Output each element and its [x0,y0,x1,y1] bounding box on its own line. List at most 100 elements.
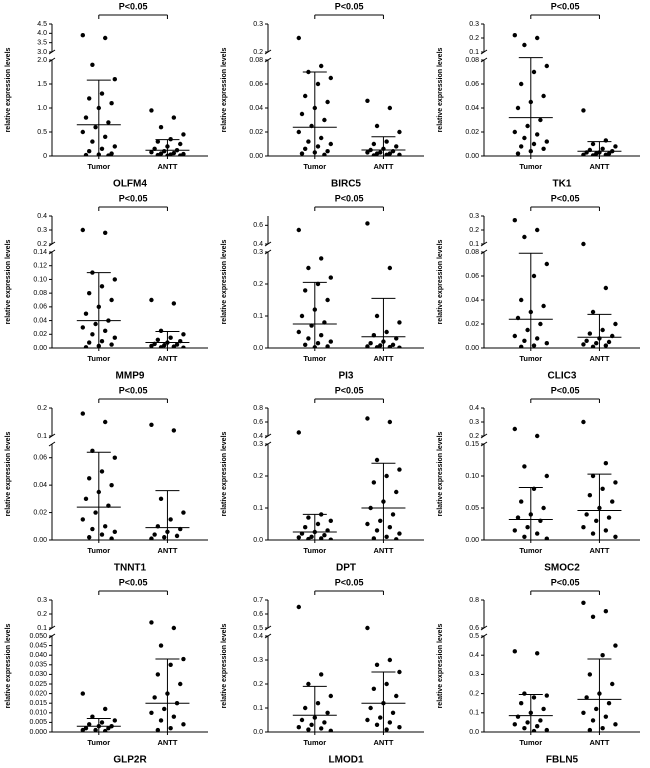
point [303,342,308,347]
point [590,473,596,479]
x-tick-label: Tumor [303,738,326,747]
point [581,710,586,715]
point [531,69,537,75]
y-tick-label: 0.4 [469,652,479,659]
point [106,725,111,731]
point [378,518,383,523]
annotation: P<0.05 [335,385,364,395]
point [397,129,402,135]
point [544,727,549,732]
x-tick-label: ANTT [589,738,609,747]
y-tick-label: 0.5 [37,129,47,136]
y-axis-title: relative expression levels [5,431,12,516]
point [319,536,324,540]
y-tick-label: 0.00 [465,537,479,544]
y-tick-label: 0.045 [29,642,47,649]
x-tick-label: Tumor [519,162,542,171]
point [584,338,589,343]
point [525,720,530,725]
point [512,426,517,432]
y-tick-label: 0.2 [469,433,479,440]
series [577,241,622,348]
point [610,681,615,687]
point [515,151,521,156]
point [587,672,593,677]
point [87,96,92,101]
y-tick-label: 0.4 [37,213,47,220]
point [368,705,373,711]
point [581,600,586,605]
point [174,533,180,539]
y-tick-label: 0.3 [469,21,479,28]
point [168,152,173,156]
point [535,724,540,729]
point [93,510,98,515]
y-tick-label: 0.7 [253,597,263,604]
point [109,536,114,540]
y-tick-label: 0.035 [29,662,47,669]
y-tick-label: 0.04 [33,482,47,489]
series [76,33,121,156]
point [522,725,527,731]
point [87,535,92,540]
y-tick-label: 0.15 [465,441,479,448]
point [315,341,321,346]
point [83,115,89,120]
y-tick-label: 0.040 [29,652,47,659]
point [99,91,105,96]
point [83,496,89,502]
point [149,536,154,540]
point [325,710,330,715]
y-tick-label: 0.4 [253,633,263,640]
panel: relative expression levels 0.00 0.05 0.10 0.… [437,385,640,574]
point [535,651,540,656]
point [374,123,380,129]
point [306,336,311,341]
point [168,517,173,522]
annotation: P<0.05 [335,193,364,203]
point [149,620,154,625]
y-tick-label: 0.1 [469,710,479,717]
point [538,321,543,327]
y-tick-label: 4.0 [37,30,47,37]
x-tick-label: Tumor [87,162,110,171]
point [168,725,173,731]
point [374,151,380,156]
point [535,35,540,41]
y-tick-label: 0.6 [469,625,479,632]
y-tick-label: 0.6 [253,611,263,618]
point [296,535,301,540]
x-tick-label: ANTT [373,546,393,555]
x-axis-title: OLFM4 [113,179,147,190]
point [158,718,164,723]
point [80,517,86,522]
annotation: P<0.05 [551,385,580,395]
point [162,535,167,540]
point [174,342,180,347]
y-tick-label: 0.1 [253,505,263,512]
annotation: P<0.05 [335,577,364,587]
point [296,725,301,730]
point [544,63,549,69]
y-tick-label: 0.2 [253,681,263,688]
point [594,341,599,346]
y-tick-label: 0.00 [465,345,479,352]
point [93,321,98,327]
y-tick-label: 0.1 [469,49,479,56]
y-tick-label: 0.02 [33,509,47,516]
point [538,718,543,723]
point [149,343,154,348]
point [600,725,605,731]
y-tick-label: 0.3 [469,213,479,220]
point [181,345,186,348]
series [361,416,406,540]
point [581,525,586,530]
point [541,146,546,151]
point [374,313,380,319]
point [531,728,537,732]
point [99,338,105,344]
point [387,720,393,725]
point [149,422,154,427]
point [594,151,599,156]
point [390,342,396,347]
